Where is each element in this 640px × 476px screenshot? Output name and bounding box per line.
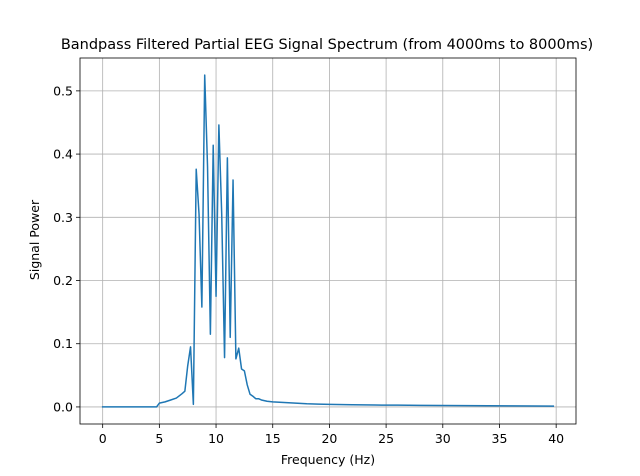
x-tick-label: 20 — [321, 431, 337, 446]
series-line-0 — [101, 74, 555, 408]
x-tick-label: 5 — [155, 431, 163, 446]
plot-frame — [79, 57, 577, 425]
x-tick-label: 35 — [492, 431, 508, 446]
x-tick-label: 25 — [378, 431, 394, 446]
y-tick-label: 0.3 — [53, 210, 73, 225]
y-tick-label: 0.1 — [53, 336, 73, 351]
y-axis-label: Signal Power — [27, 199, 42, 280]
x-tick-label: 0 — [99, 431, 107, 446]
y-tick-label: 0.4 — [53, 147, 73, 162]
tick-layer: 0 5 10 15 20 25 30 35 40 0.0 0.1 0.2 0.3 0.4 0.5 — [53, 83, 564, 446]
series-layer — [101, 74, 555, 408]
x-tick-label: 10 — [208, 431, 224, 446]
x-tick-label: 15 — [265, 431, 281, 446]
chart-title: Bandpass Filtered Partial EEG Signal Spe… — [61, 37, 593, 53]
y-tick-label: 0.5 — [53, 83, 73, 98]
x-axis-label: Frequency (Hz) — [281, 452, 375, 467]
y-tick-label: 0.2 — [53, 273, 73, 288]
x-tick-label: 40 — [548, 431, 564, 446]
grid — [80, 58, 576, 424]
x-tick-label: 30 — [435, 431, 451, 446]
y-tick-label: 0.0 — [53, 399, 73, 414]
